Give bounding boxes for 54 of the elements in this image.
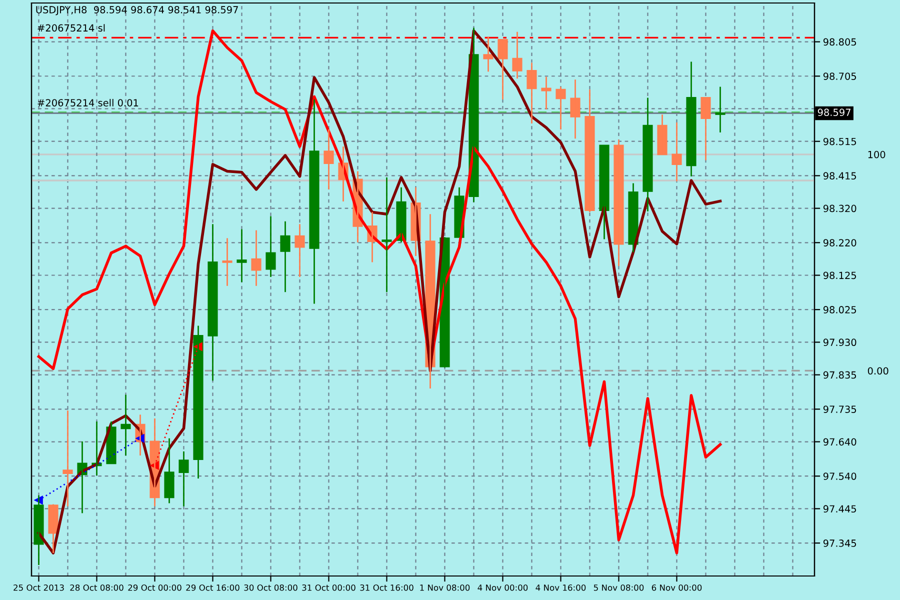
x-tick-label: 29 Oct 16:00 <box>186 584 240 591</box>
y-tick-label: 98.025 <box>823 306 856 314</box>
x-tick-label: 5 Nov 08:00 <box>594 584 644 591</box>
candlestick <box>309 98 320 304</box>
candlestick <box>498 39 508 100</box>
candlestick <box>251 230 262 287</box>
y-tick-label: 98.415 <box>823 172 856 180</box>
candlestick <box>164 438 174 504</box>
x-tick-label: 4 Nov 00:00 <box>478 584 528 591</box>
y-tick-label: 97.640 <box>823 438 856 446</box>
y-tick-label: 98.320 <box>823 204 856 212</box>
candlestick <box>324 128 334 190</box>
chart-title: USDJPY,H8 98.594 98.674 98.541 98.597 <box>36 6 238 16</box>
y-tick-label: 97.540 <box>823 472 856 480</box>
ref-line-label: 98.597 <box>818 108 850 116</box>
y-tick-label: 97.735 <box>823 406 856 413</box>
candlestick <box>512 31 522 80</box>
candlestick <box>62 410 73 507</box>
candlestick <box>208 223 218 382</box>
candlestick <box>120 394 131 456</box>
candlestick <box>178 450 189 507</box>
candlestick <box>280 220 290 293</box>
y-tick-label: 98.805 <box>823 38 856 46</box>
candlestick <box>222 237 232 287</box>
y2-tick-label: 0.00 <box>868 367 888 375</box>
y-tick-label: 97.835 <box>823 371 856 379</box>
candlestick <box>715 86 726 134</box>
y-tick-label: 98.515 <box>823 138 856 146</box>
y-tick-label: 97.930 <box>823 338 856 346</box>
candlestick <box>483 36 494 72</box>
y-tick-label: 97.345 <box>823 540 856 547</box>
candlestick <box>570 78 580 140</box>
y-tick-label: 98.705 <box>823 72 856 80</box>
x-tick-label: 29 Oct 00:00 <box>128 584 182 591</box>
x-tick-label: 25 Oct 2013 <box>14 584 64 591</box>
x-tick-label: 31 Oct 16:00 <box>360 584 414 591</box>
candlestick <box>672 122 682 182</box>
x-tick-label: 30 Oct 08:00 <box>244 584 298 591</box>
candlestick <box>700 97 711 161</box>
x-tick-label: 4 Nov 16:00 <box>536 584 586 591</box>
candlestick <box>294 223 305 278</box>
y2-tick-label: 100 <box>868 150 886 158</box>
x-tick-label: 31 Oct 00:00 <box>302 584 356 591</box>
x-tick-label: 28 Oct 08:00 <box>70 584 124 591</box>
candlestick <box>382 176 392 293</box>
candlestick <box>266 216 276 278</box>
candlestick <box>236 228 247 283</box>
y-tick-label: 97.445 <box>823 505 856 513</box>
ref-line-label: #20675214 sl <box>38 24 105 32</box>
ref-line-label: #20675214 sell 0.01 <box>38 98 138 106</box>
y-tick-label: 98.125 <box>823 272 856 280</box>
y-tick-label: 98.220 <box>823 239 856 246</box>
x-tick-label: 1 Nov 08:00 <box>420 584 470 591</box>
x-tick-label: 6 Nov 00:00 <box>652 584 702 591</box>
